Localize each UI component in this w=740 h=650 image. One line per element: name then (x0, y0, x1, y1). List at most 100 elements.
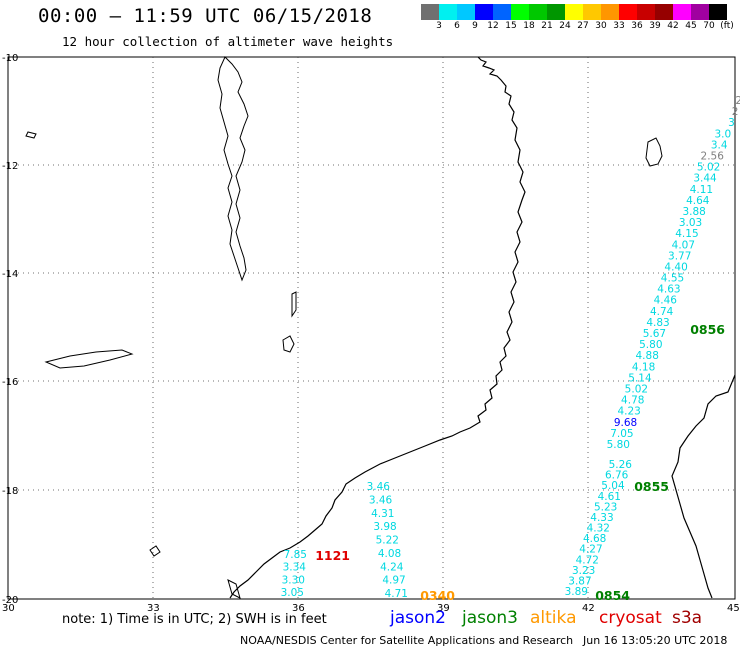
map-frame (7, 56, 736, 600)
pass-time-labels: 0856 0855 0854 0340 1121 (315, 322, 725, 603)
graticule (8, 57, 735, 599)
legend-swatch (601, 4, 619, 20)
legend-label: 39 (649, 21, 661, 31)
satellite-name: cryosat (599, 608, 662, 628)
wave-height-value: 3.23 (572, 565, 595, 577)
wave-height-values: 2233.03.42.565.023.444.114.643.883.034.1… (281, 95, 740, 600)
wave-height-value: 3 (728, 117, 735, 129)
lon-label: 30 (2, 603, 15, 614)
satellite-name: altika (530, 608, 577, 628)
wave-height-value: 5.22 (376, 535, 399, 547)
generated-timestamp: Jun 16 13:05:20 UTC 2018 (583, 634, 728, 647)
wave-height-value: 4.61 (598, 491, 621, 503)
pass-time-label: 0856 (690, 322, 725, 337)
wave-height-value: 4.07 (672, 239, 695, 251)
legend-swatch (511, 4, 529, 20)
map-title: 00:00 – 11:59 UTC 06/15/2018 (38, 5, 373, 27)
legend-label: 24 (559, 21, 571, 31)
credit-line: NOAA/NESDIS Center for Satellite Applica… (240, 634, 574, 647)
legend-swatch (619, 4, 637, 20)
legend-label: 6 (454, 21, 460, 31)
wave-height-value: 5.23 (594, 501, 617, 513)
lon-label: 33 (147, 603, 160, 614)
wave-height-value: 4.31 (371, 508, 394, 520)
wave-height-value: 4.27 (579, 544, 602, 556)
legend-label: 3 (436, 21, 442, 31)
lon-label: 45 (727, 603, 740, 614)
wave-height-value: 3.77 (668, 250, 691, 262)
legend-swatch (565, 4, 583, 20)
wave-height-value: 3.88 (682, 206, 705, 218)
wave-height-value: 3.44 (693, 173, 717, 185)
satellite-name: s3a (672, 608, 703, 628)
wave-height-value: 4.40 (664, 261, 687, 273)
pass-time-label: 1121 (315, 548, 350, 563)
legend-swatch (655, 4, 673, 20)
lake-malawi (217, 56, 249, 282)
legend-label: 45 (685, 21, 697, 31)
pass-time-label: 0854 (595, 588, 630, 603)
wave-height-value: 4.64 (686, 195, 710, 207)
legend-swatch (691, 4, 709, 20)
legend-swatch (673, 4, 691, 20)
wave-height-value: 7.05 (610, 428, 633, 440)
wave-height-value: 3.4 (711, 139, 728, 151)
wave-height-value: 5.04 (601, 480, 625, 492)
satellite-name: jason3 (462, 608, 518, 628)
map-subtitle: 12 hour collection of altimeter wave hei… (62, 34, 394, 49)
wave-height-value: 4.08 (378, 548, 401, 560)
lon-label: 42 (582, 603, 595, 614)
wave-height-value: 4.23 (617, 406, 640, 418)
wave-height-value: 3.46 (369, 494, 393, 506)
legend-label: 15 (505, 21, 517, 31)
wave-height-value: 6.76 (605, 470, 629, 482)
wave-height-value: 4.83 (646, 317, 669, 329)
legend-label: 21 (541, 21, 553, 31)
legend-label: 42 (667, 21, 679, 31)
wave-height-value: 3.0 (714, 128, 731, 140)
legend-swatch (583, 4, 601, 20)
wave-height-value: 2 (735, 95, 740, 107)
wave-height-value: 4.55 (661, 273, 684, 285)
wave-height-value: 5.80 (607, 439, 630, 451)
legend-label: 36 (631, 21, 643, 31)
wave-height-value: 4.33 (590, 512, 613, 524)
wave-height-value: 7.85 (284, 549, 307, 561)
lat-label: -12 (2, 161, 18, 172)
legend-label: 33 (613, 21, 625, 31)
legend-swatch (637, 4, 655, 20)
lat-label: -18 (2, 486, 18, 497)
wave-height-value: 4.74 (650, 306, 674, 318)
pass-time-label: 0855 (634, 479, 669, 494)
wave-height-value: 4.97 (382, 575, 405, 587)
wave-height-value: 5.26 (609, 459, 633, 471)
island-small-5 (149, 545, 161, 557)
lon-label: 39 (437, 603, 450, 614)
wave-height-value: 3.89 (565, 586, 588, 598)
island-comoros (645, 137, 663, 167)
wave-height-value: 5.02 (625, 384, 648, 396)
legend-label: 27 (577, 21, 589, 31)
wave-height-value: 9.68 (614, 417, 637, 429)
island-small-2 (44, 349, 134, 369)
legend-swatch (529, 4, 547, 20)
wave-height-value: 3.98 (373, 521, 396, 533)
island-small-1 (282, 335, 295, 353)
island-small-3 (25, 131, 37, 139)
wave-height-value: 5.80 (639, 339, 662, 351)
wave-height-value: 3.46 (367, 481, 391, 493)
lat-label: -10 (2, 53, 18, 64)
coastline-madagascar (671, 374, 736, 599)
legend-label: 70 (703, 21, 715, 31)
wave-height-value: 4.11 (690, 184, 713, 196)
axis-labels: -10 -12 -14 -16 -18 -20 30 33 36 39 42 4… (2, 53, 740, 614)
wave-height-value: 4.88 (636, 350, 659, 362)
footer-note: note: 1) Time is in UTC; 2) SWH is in fe… (62, 612, 327, 627)
pass-time-label: 0340 (420, 588, 455, 603)
legend-swatch (475, 4, 493, 20)
legend-swatch (709, 4, 727, 20)
legend-label: 18 (523, 21, 535, 31)
wave-height-value: 4.72 (576, 554, 599, 566)
lat-label: -20 (2, 595, 18, 606)
